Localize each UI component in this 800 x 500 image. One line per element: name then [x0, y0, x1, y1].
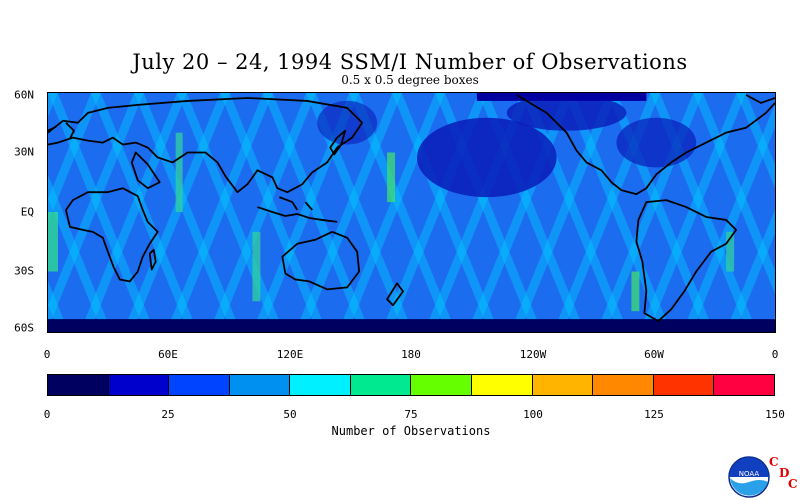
arabia-outline [130, 151, 161, 190]
colorbar [47, 374, 775, 396]
colorbar-tick-25: 25 [161, 408, 175, 421]
colorbar-segment-6 [411, 375, 473, 395]
japan-outline [329, 129, 347, 156]
lon-label-60w: 60W [644, 348, 664, 361]
noaa-logo-text: NOAA [739, 470, 760, 478]
cdc-letter-d: D [779, 466, 790, 480]
cdc-letter-c1: C [769, 455, 779, 469]
map-title: July 20 – 24, 1994 SSM/I Number of Obser… [132, 50, 688, 74]
colorbar-tick-100: 100 [523, 408, 543, 421]
lon-label-60e: 60E [158, 348, 178, 361]
colorbar-segment-3 [229, 375, 291, 395]
colorbar-tick-50: 50 [283, 408, 297, 421]
colorbar-tick-125: 125 [644, 408, 664, 421]
indonesia-outline [257, 196, 338, 223]
colorbar-segment-1 [108, 375, 170, 395]
lat-label-60n: 60N [14, 88, 34, 102]
lat-label-60s: 60S [14, 321, 34, 335]
europe-west-outline [48, 122, 75, 140]
lon-label-120w: 120W [519, 348, 547, 361]
colorbar-segment-10 [653, 375, 715, 395]
lat-label-eq: EQ [20, 205, 34, 219]
lon-label-180: 180 [401, 348, 421, 361]
colorbar-segment-0 [48, 375, 109, 395]
lat-label-30s: 30S [14, 264, 34, 278]
colorbar-tick-75: 75 [404, 408, 418, 421]
colorbar-segment-11 [714, 375, 774, 395]
map-canvas [48, 93, 775, 332]
coastlines [48, 94, 775, 322]
colorbar-tick-0: 0 [43, 408, 51, 421]
new-zealand-outline [386, 282, 404, 307]
observation-map [47, 92, 776, 333]
madagascar-outline [148, 248, 157, 271]
lat-label-30n: 30N [14, 145, 34, 159]
north-america-outline [516, 94, 775, 196]
colorbar-tick-150: 150 [765, 408, 785, 421]
high-count-strips [48, 132, 735, 312]
colorbar-segment-7 [472, 375, 533, 395]
colorbar-segment-5 [350, 375, 412, 395]
cdc-letter-c2: C [788, 477, 798, 491]
colorbar-segment-8 [532, 375, 594, 395]
australia-outline [281, 230, 361, 291]
lon-label-0-west: 0 [43, 348, 51, 361]
colorbar-segment-2 [169, 375, 230, 395]
colorbar-segment-4 [290, 375, 351, 395]
south-america-outline [635, 199, 738, 322]
eurasia-outline [48, 97, 364, 194]
colorbar-segment-9 [593, 375, 654, 395]
noaa-logo-icon: NOAA [728, 456, 770, 498]
map-subtitle: 0.5 x 0.5 degree boxes [341, 73, 479, 87]
greenland-outline [745, 94, 775, 104]
africa-outline [65, 187, 159, 283]
lon-label-0-east: 0 [771, 348, 779, 361]
low-count-regions [48, 93, 775, 332]
lon-label-120e: 120E [276, 348, 304, 361]
colorbar-title: Number of Observations [331, 424, 491, 438]
